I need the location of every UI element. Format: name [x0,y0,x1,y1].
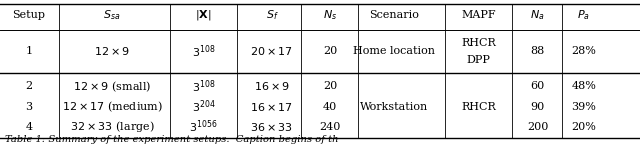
Text: $3^{1056}$: $3^{1056}$ [189,119,218,135]
Text: 2: 2 [25,81,33,91]
Text: 1: 1 [25,47,33,56]
Text: $|\mathbf{X}|$: $|\mathbf{X}|$ [195,8,212,22]
Text: $P_a$: $P_a$ [577,8,590,22]
Text: $S_f$: $S_f$ [266,8,278,22]
Text: DPP: DPP [467,55,491,65]
Text: RHCR: RHCR [461,39,496,48]
Text: 60: 60 [531,81,545,91]
Text: 200: 200 [527,122,548,132]
Text: $36 \times 33$: $36 \times 33$ [250,121,294,133]
Text: 48%: 48% [572,81,596,91]
Text: $S_{sa}$: $S_{sa}$ [103,8,121,22]
Text: 4: 4 [25,122,33,132]
Text: $12 \times 9$: $12 \times 9$ [94,46,130,57]
Text: 40: 40 [323,102,337,112]
Text: Home location: Home location [353,47,435,56]
Text: 3: 3 [25,102,33,112]
Text: Workstation: Workstation [360,102,428,112]
Text: 240: 240 [319,122,341,132]
Text: $32 \times 33$ (large): $32 \times 33$ (large) [70,119,154,134]
Text: RHCR: RHCR [461,102,496,112]
Text: $20 \times 17$: $20 \times 17$ [250,46,294,57]
Text: 39%: 39% [572,102,596,112]
Text: MAPF: MAPF [461,10,496,20]
Text: Table 1: Summary of the experiment setups.  Caption begins of th: Table 1: Summary of the experiment setup… [5,135,339,144]
Text: 20: 20 [323,81,337,91]
Text: $12 \times 17$ (medium): $12 \times 17$ (medium) [61,99,163,114]
Text: Setup: Setup [12,10,45,20]
Text: 28%: 28% [572,47,596,56]
Text: $12 \times 9$ (small): $12 \times 9$ (small) [73,79,151,94]
Text: $3^{108}$: $3^{108}$ [192,43,215,60]
Text: $3^{108}$: $3^{108}$ [192,78,215,95]
Text: 90: 90 [531,102,545,112]
Text: 88: 88 [531,47,545,56]
Text: $N_a$: $N_a$ [531,8,545,22]
Text: $16 \times 9$: $16 \times 9$ [254,80,290,92]
Text: 20: 20 [323,47,337,56]
Text: Scenario: Scenario [369,10,419,20]
Text: 20%: 20% [572,122,596,132]
Text: $3^{204}$: $3^{204}$ [192,98,215,115]
Text: $16 \times 17$: $16 \times 17$ [250,101,294,113]
Text: $N_s$: $N_s$ [323,8,337,22]
